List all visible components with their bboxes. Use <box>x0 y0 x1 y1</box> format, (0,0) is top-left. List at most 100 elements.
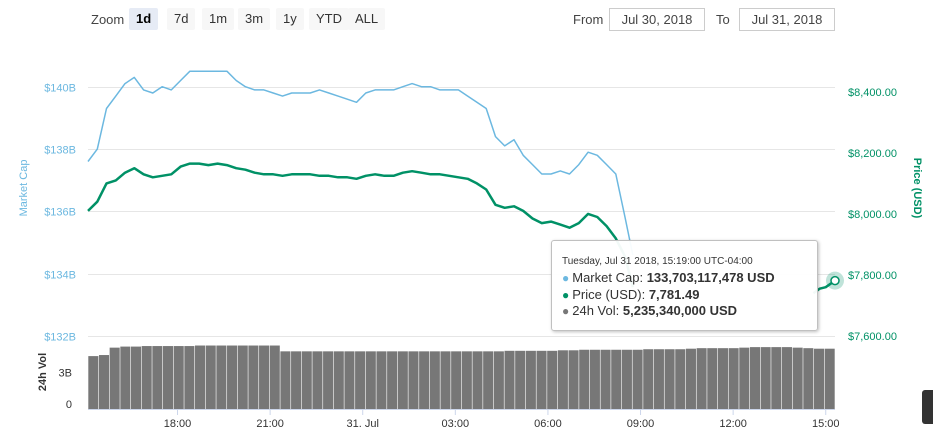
volume-tick-label: 0 <box>66 399 72 411</box>
left-axis-title: Market Cap <box>18 160 30 217</box>
volume-bar <box>440 351 451 409</box>
volume-bar <box>397 351 408 409</box>
scrollbar-thumb[interactable] <box>922 390 933 424</box>
volume-bar <box>301 351 312 409</box>
volume-bar <box>141 346 152 409</box>
right-tick-label: $7,600.00 <box>848 331 897 343</box>
zoom-7d-button[interactable]: 7d <box>167 8 196 30</box>
volume-bar <box>109 347 120 409</box>
volume-bar <box>621 349 632 409</box>
x-tick-label: 15:00 <box>812 418 840 430</box>
left-tick-label: $138B <box>44 145 76 157</box>
volume-bar <box>333 351 344 409</box>
volume-bar <box>525 350 536 409</box>
x-tick-label: 12:00 <box>719 418 747 430</box>
volume-bar <box>664 349 675 409</box>
volume-bar <box>323 351 334 409</box>
volume-bar <box>205 345 216 409</box>
volume-bar <box>387 351 398 409</box>
volume-bar <box>216 345 227 409</box>
tooltip-price-row: ● Price (USD): 7,781.49 <box>562 287 699 302</box>
volume-bar <box>653 349 664 409</box>
volume-bar <box>344 351 355 409</box>
cursor-point <box>830 275 840 286</box>
volume-bar <box>88 356 99 409</box>
volume-bar <box>408 351 419 409</box>
zoom-ytd-button[interactable]: YTD <box>309 8 349 30</box>
volume-bar <box>195 345 206 409</box>
volume-bar <box>152 346 163 409</box>
volume-dot-icon: ● <box>562 304 570 318</box>
volume-bar <box>536 350 547 409</box>
volume-axis-title: 24h Vol <box>37 353 49 391</box>
volume-bar <box>98 355 110 409</box>
volume-bar <box>781 347 793 409</box>
x-tick-label: 21:00 <box>256 418 284 430</box>
volume-bar <box>163 346 174 409</box>
volume-bar <box>184 346 195 409</box>
volume-bar <box>130 346 142 409</box>
volume-bar <box>813 348 825 409</box>
to-date-input[interactable]: Jul 31, 2018 <box>739 8 835 31</box>
tooltip-market-cap-label: Market Cap: <box>572 270 644 285</box>
left-tick-label: $140B <box>44 83 76 95</box>
volume-bar <box>760 347 771 409</box>
volume-bar <box>291 351 302 409</box>
tooltip-date: Tuesday, Jul 31 2018, 15:19:00 UTC-04:00 <box>562 256 753 267</box>
zoom-3m-button[interactable]: 3m <box>238 8 271 30</box>
volume-bar <box>589 349 600 409</box>
volume-bar <box>611 349 622 409</box>
x-tick-label: 03:00 <box>442 418 470 430</box>
tooltip-price-label: Price (USD): <box>572 287 646 302</box>
volume-bar <box>461 351 472 409</box>
zoom-all-button[interactable]: ALL <box>348 8 386 30</box>
right-tick-label: $8,400.00 <box>848 87 897 99</box>
volume-bar <box>312 351 323 409</box>
range-selector: Zoom 1d 7d 1m 3m 1y YTD ALL From Jul 30,… <box>0 0 933 40</box>
tooltip-volume-value: 5,235,340,000 USD <box>622 303 738 318</box>
volume-bar <box>429 351 440 409</box>
volume-bar <box>280 351 291 409</box>
tooltip-price-value: 7,781.49 <box>648 287 700 302</box>
from-date-input[interactable]: Jul 30, 2018 <box>609 8 705 31</box>
volume-bar <box>483 351 494 409</box>
volume-bar <box>259 345 270 409</box>
volume-bar <box>248 345 259 409</box>
volume-bar <box>504 350 515 409</box>
tooltip-volume-row: ● 24h Vol: 5,235,340,000 USD <box>562 303 737 318</box>
volume-bar <box>685 348 696 409</box>
from-label: From <box>573 12 604 27</box>
price-dot-icon: ● <box>562 288 570 302</box>
tooltip-market-cap-value: 133,703,117,478 USD <box>646 270 775 285</box>
volume-bar <box>749 347 760 409</box>
volume-bar <box>771 347 782 409</box>
volume-bar <box>451 351 462 409</box>
left-tick-label: $134B <box>44 270 76 282</box>
zoom-1d-button[interactable]: 1d <box>129 8 159 30</box>
volume-bar <box>120 346 131 409</box>
volume-bar <box>632 349 643 409</box>
x-tick-label: 06:00 <box>534 418 562 430</box>
volume-bar <box>579 349 590 409</box>
volume-bar <box>547 350 558 409</box>
volume-bar <box>269 345 280 409</box>
volume-bar <box>355 351 366 409</box>
volume-bar <box>792 347 803 409</box>
market-cap-line <box>87 70 634 256</box>
right-tick-label: $8,000.00 <box>848 209 897 221</box>
volume-bar <box>173 346 184 409</box>
volume-bar <box>803 348 814 409</box>
chart-axes: Market Cap Price (USD) 24h Vol $132B $134… <box>18 83 923 431</box>
zoom-1y-button[interactable]: 1y <box>276 8 304 30</box>
right-tick-label: $7,800.00 <box>848 270 897 282</box>
to-label: To <box>716 12 730 27</box>
volume-bar <box>515 350 526 409</box>
volume-tick-label: 3B <box>59 367 72 379</box>
volume-bar <box>493 351 504 409</box>
chart-tooltip: Tuesday, Jul 31 2018, 15:19:00 UTC-04:00… <box>551 240 818 331</box>
volume-bar <box>365 351 376 409</box>
market-cap-dot-icon: ● <box>562 271 570 285</box>
left-tick-label: $136B <box>44 207 76 219</box>
zoom-1m-button[interactable]: 1m <box>202 8 235 30</box>
